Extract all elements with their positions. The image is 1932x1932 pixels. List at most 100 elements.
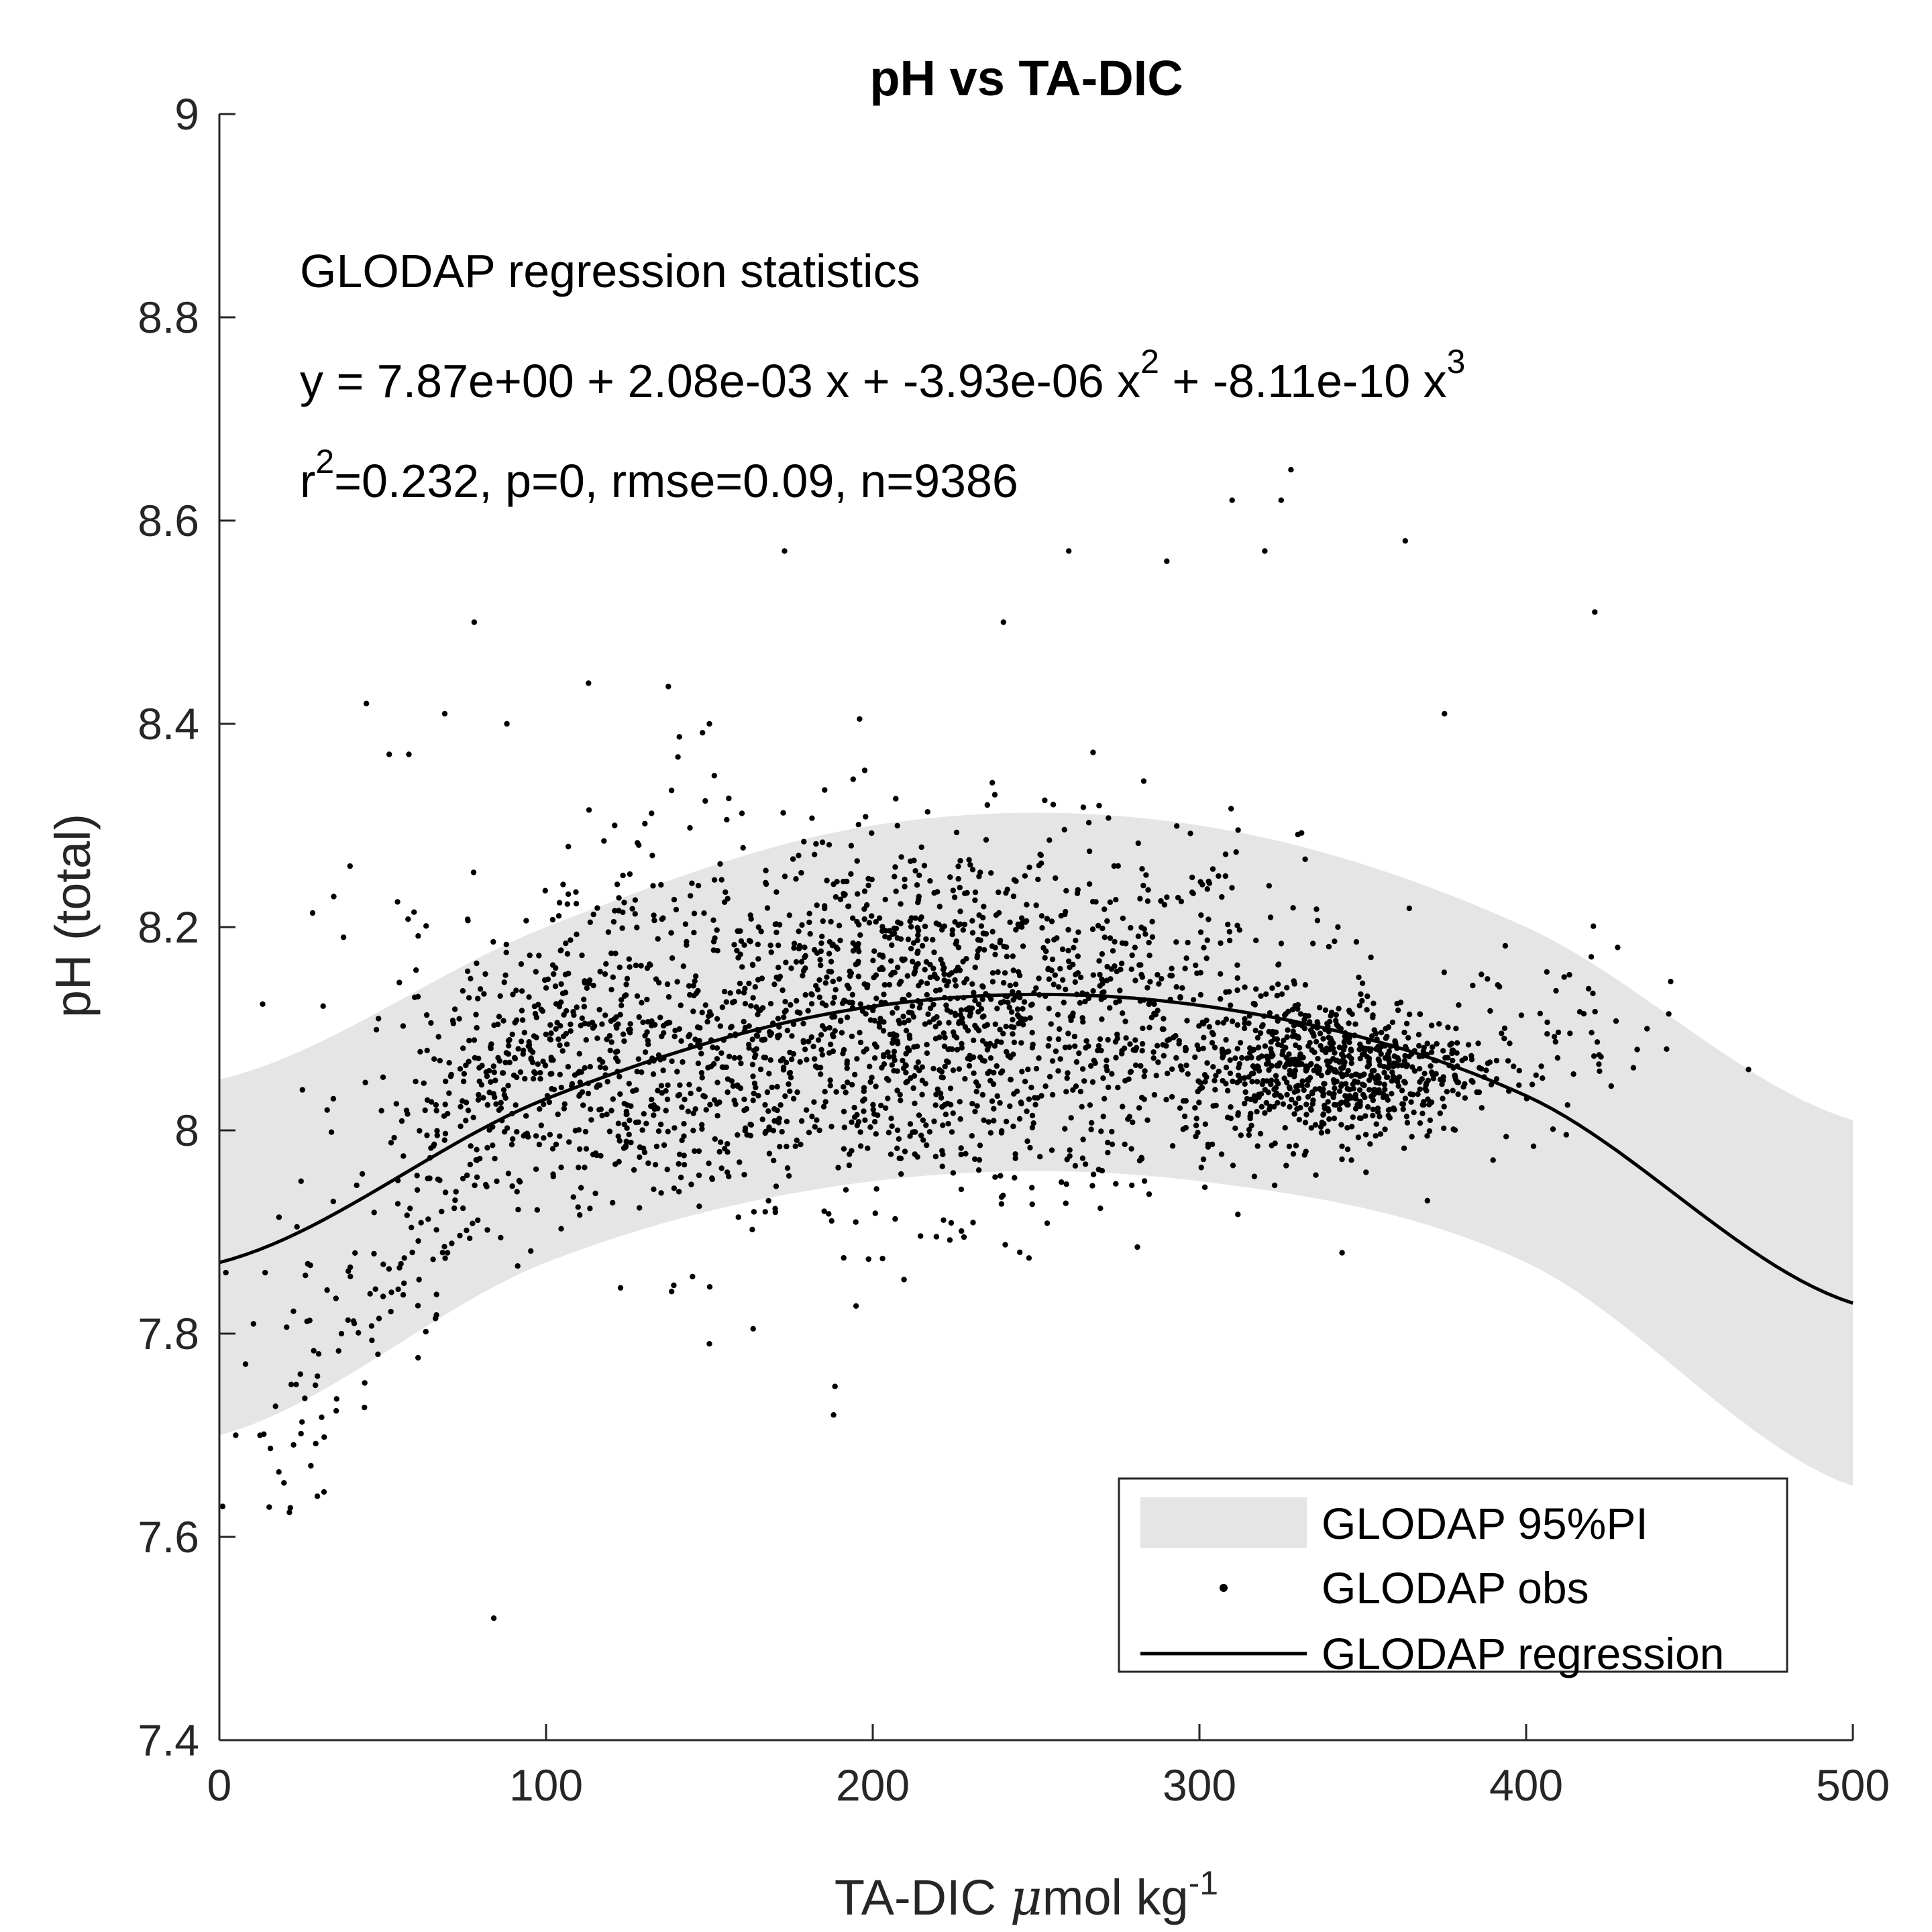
obs-point [1325,1099,1331,1105]
obs-point [1005,1000,1011,1006]
obs-point [1281,1012,1288,1018]
obs-point [1148,1014,1155,1020]
obs-point [512,1020,518,1026]
obs-point [932,1036,939,1042]
obs-point [1237,1075,1244,1081]
obs-point [362,1380,368,1386]
obs-point [1281,1037,1287,1044]
obs-point [837,937,843,944]
obs-point [945,1120,951,1127]
obs-point [714,1113,720,1119]
obs-point [583,1037,589,1043]
obs-point [1505,1058,1511,1064]
obs-point [1177,995,1183,1001]
obs-point [1155,1059,1161,1065]
obs-point [988,870,994,876]
obs-point [1411,1110,1417,1116]
obs-point [847,1151,853,1157]
obs-point [830,1412,837,1418]
obs-point [457,1066,464,1072]
obs-point [1099,1016,1105,1022]
obs-point [565,1064,572,1070]
obs-point [737,1055,743,1061]
obs-point [1333,1012,1340,1018]
obs-point [777,1144,783,1150]
obs-point [1591,1053,1597,1059]
obs-point [755,956,761,962]
obs-point [1136,1105,1142,1111]
obs-point [319,1414,325,1420]
obs-point [907,918,913,924]
obs-point [826,951,833,957]
obs-point [768,949,774,955]
obs-point [865,1256,871,1263]
obs-point [689,880,695,886]
obs-point [855,973,862,979]
obs-point [876,1024,883,1030]
obs-point [798,959,805,965]
obs-point [903,1079,909,1085]
obs-point [783,959,789,965]
obs-point [400,1023,407,1029]
obs-point [920,1137,926,1143]
obs-point [276,1469,282,1475]
obs-point [464,1172,470,1179]
obs-point [1394,1000,1400,1007]
obs-point [1008,1055,1014,1061]
obs-point [1082,998,1088,1005]
obs-point [649,810,655,816]
obs-point [1295,1082,1301,1089]
obs-point [787,1088,793,1094]
obs-point [509,1183,515,1189]
obs-point [1352,1021,1358,1027]
obs-point [1608,1083,1614,1089]
obs-point [976,1157,983,1163]
obs-point [966,1063,973,1069]
obs-point [288,1381,294,1387]
obs-point [533,1166,539,1173]
obs-point [780,1067,787,1073]
obs-point [791,945,797,951]
obs-point [1098,996,1104,1002]
obs-point [1020,1006,1026,1012]
obs-point [863,1046,870,1053]
obs-point [1202,1121,1209,1128]
obs-point [1119,1051,1125,1057]
obs-point [1326,1108,1332,1114]
obs-point [741,942,747,949]
obs-point [453,1189,459,1195]
obs-point [910,1014,917,1020]
obs-point [473,1012,479,1018]
obs-point [1129,1182,1135,1189]
obs-point [819,839,826,845]
obs-point [841,1124,848,1130]
obs-point [620,872,626,879]
obs-point [1340,1072,1346,1078]
obs-point [1141,926,1147,932]
obs-point [822,905,828,912]
obs-point [490,938,496,945]
obs-point [916,983,922,989]
obs-point [1195,1130,1201,1136]
obs-point [620,1031,627,1037]
obs-point [819,933,825,940]
obs-point [601,838,607,844]
obs-point [352,1250,358,1256]
obs-point [710,1061,717,1067]
obs-point [356,1330,362,1336]
obs-point [1079,1104,1085,1110]
obs-point [883,928,889,934]
obs-point [663,1108,669,1114]
obs-point [528,1057,534,1063]
obs-point [1368,1093,1375,1099]
obs-point [1144,1117,1150,1124]
obs-point [694,1024,701,1030]
obs-point [707,1102,713,1108]
obs-point [905,936,912,943]
obs-point [1184,1018,1190,1024]
obs-point [1493,1057,1500,1064]
obs-point [1282,1064,1288,1070]
equation-superscript-3: 3 [1447,343,1466,380]
obs-point [889,1123,895,1130]
obs-point [791,941,798,947]
